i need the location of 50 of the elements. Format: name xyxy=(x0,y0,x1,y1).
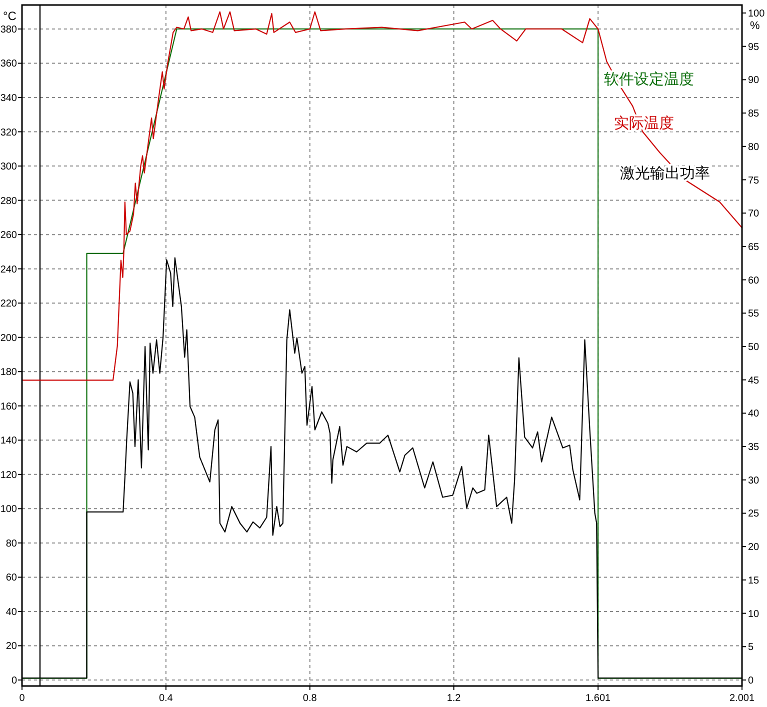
y-tick-label: 180 xyxy=(0,367,18,378)
y2-tick-label: 75 xyxy=(748,175,760,186)
y2-tick-label: 20 xyxy=(748,542,760,554)
y2-tick-label: 90 xyxy=(748,75,760,86)
y-tick-label: 360 xyxy=(0,58,18,70)
y-tick-label: 0 xyxy=(11,676,18,687)
y2-tick-label: 80 xyxy=(748,142,760,153)
y-tick-label: 260 xyxy=(0,230,18,242)
y2-tick-label: 50 xyxy=(748,342,760,353)
y-tick-label: 100 xyxy=(0,504,18,516)
y2-tick-label: 95 xyxy=(748,42,760,53)
x-tick-label: 1.601 xyxy=(586,693,612,704)
y-tick-label: 300 xyxy=(0,162,18,173)
x-tick-label: 0.4 xyxy=(158,693,174,704)
x-tick-label: 0 xyxy=(19,693,26,704)
y-tick-label: 40 xyxy=(6,606,18,618)
y-tick-label: 240 xyxy=(0,264,18,276)
y-tick-label: 20 xyxy=(6,641,18,652)
y2-tick-label: 15 xyxy=(748,575,760,586)
y-tick-label: 80 xyxy=(6,538,18,550)
y-tick-label: 220 xyxy=(0,298,18,310)
y-axis-title: °C xyxy=(3,9,17,23)
y2-tick-label: 30 xyxy=(748,475,760,486)
y-tick-label: 140 xyxy=(0,436,18,447)
x-tick-label: 2.001 xyxy=(729,693,755,704)
y-tick-label: 340 xyxy=(0,93,18,104)
y-tick-label: 60 xyxy=(6,572,18,584)
y-tick-label: 120 xyxy=(0,470,18,481)
y2-axis-title: % xyxy=(750,20,760,32)
y2-tick-label: 100 xyxy=(748,8,766,20)
y2-tick-label: 45 xyxy=(748,375,760,386)
y2-tick-label: 40 xyxy=(748,408,760,420)
y2-tick-label: 10 xyxy=(748,608,760,620)
x-tick-label: 0.8 xyxy=(302,693,318,704)
y-tick-label: 200 xyxy=(0,332,18,344)
y-tick-label: 380 xyxy=(0,24,18,36)
y2-tick-label: 0 xyxy=(748,675,754,686)
text: 激光输出功率 xyxy=(620,165,710,182)
y2-tick-label: 85 xyxy=(748,108,760,120)
y2-tick-label: 65 xyxy=(748,242,760,253)
y-tick-label: 160 xyxy=(0,401,18,412)
y2-tick-label: 5 xyxy=(748,642,754,654)
y2-tick-label: 35 xyxy=(748,442,760,454)
y-tick-label: 320 xyxy=(0,127,18,138)
y-tick-label: 280 xyxy=(0,196,18,207)
y2-tick-label: 60 xyxy=(748,275,760,286)
x-tick-label: 1.2 xyxy=(446,693,462,704)
y2-tick-label: 55 xyxy=(748,308,760,320)
y2-tick-label: 25 xyxy=(748,508,760,520)
y2-tick-label: 70 xyxy=(748,208,760,220)
